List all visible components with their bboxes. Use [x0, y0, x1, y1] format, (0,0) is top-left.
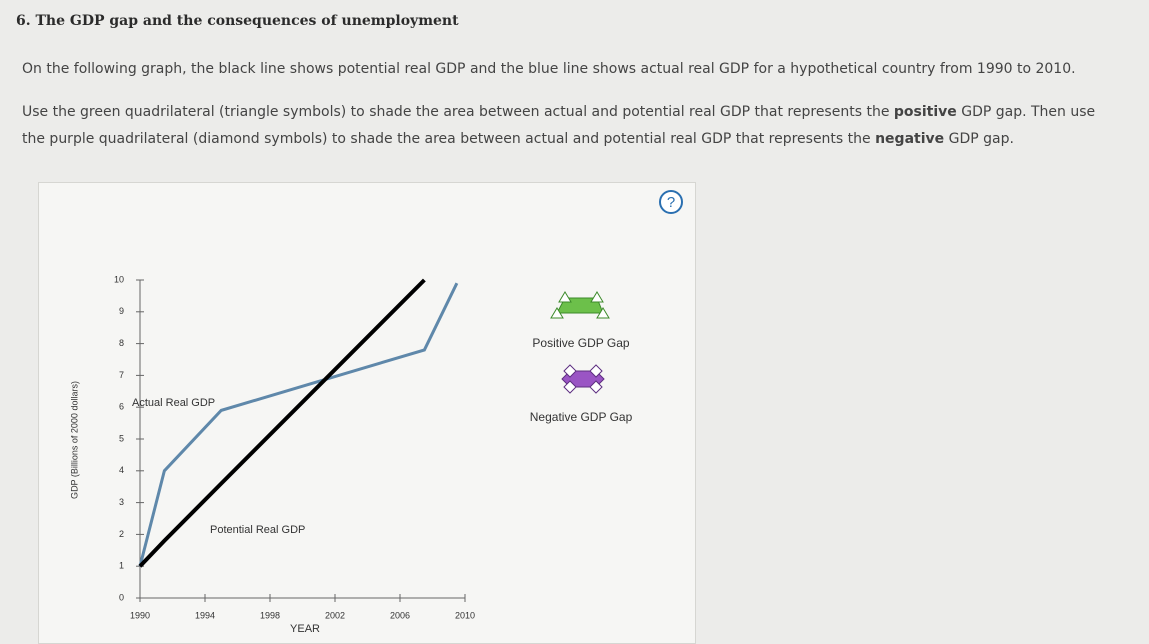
diamond-handle[interactable]	[563, 380, 577, 394]
x-tick-label: 1990	[130, 610, 150, 620]
diamond-handle[interactable]	[589, 380, 603, 394]
graph-panel	[38, 182, 696, 644]
y-axis-title: GDP (Billions of 2000 dollars)	[69, 381, 79, 499]
positive-gap-tool[interactable]	[550, 291, 610, 319]
diamond-handle[interactable]	[563, 364, 577, 378]
negative-gap-tool[interactable]	[561, 364, 605, 394]
triangle-handle[interactable]	[596, 307, 610, 319]
question-title: 6. The GDP gap and the consequences of u…	[16, 13, 459, 29]
y-tick-label: 5	[119, 433, 124, 443]
instruction-text: Use the green quadrilateral (triangle sy…	[22, 99, 1102, 153]
x-tick-label: 2010	[455, 610, 475, 620]
y-tick-label: 9	[119, 306, 124, 316]
y-tick-label: 4	[119, 465, 124, 475]
x-tick-label: 1998	[260, 610, 280, 620]
y-tick-label: 2	[119, 529, 124, 539]
x-tick-label: 2002	[325, 610, 345, 620]
x-axis-title: YEAR	[290, 623, 320, 635]
series-label: Potential Real GDP	[210, 524, 305, 536]
emphasis: positive	[893, 104, 957, 120]
y-tick-label: 10	[114, 274, 124, 284]
series-line	[138, 278, 426, 568]
emphasis: negative	[875, 131, 945, 147]
series-label: Actual Real GDP	[132, 397, 215, 409]
series-line	[138, 282, 459, 567]
triangle-handle[interactable]	[550, 307, 564, 319]
tool-label: Positive GDP Gap	[532, 336, 629, 350]
y-tick-label: 0	[119, 592, 124, 602]
text: GDP gap.	[944, 131, 1014, 147]
y-tick-label: 8	[119, 338, 124, 348]
x-tick-label: 2006	[390, 610, 410, 620]
x-tick-label: 1994	[195, 610, 215, 620]
intro-text: On the following graph, the black line s…	[22, 61, 1076, 77]
help-button[interactable]	[659, 190, 683, 214]
y-tick-label: 7	[119, 370, 124, 380]
triangle-handle[interactable]	[558, 291, 572, 303]
tool-label: Negative GDP Gap	[530, 410, 633, 424]
text: Use the green quadrilateral (triangle sy…	[22, 104, 894, 120]
y-tick-label: 6	[119, 402, 124, 412]
diamond-handle[interactable]	[589, 364, 603, 378]
help-label[interactable]: ?	[667, 194, 675, 211]
text: GDP gap. Then use the purple quadrilater…	[22, 104, 1096, 147]
y-tick-label: 3	[119, 497, 124, 507]
y-tick-label: 1	[119, 561, 124, 571]
triangle-handle[interactable]	[590, 291, 604, 303]
